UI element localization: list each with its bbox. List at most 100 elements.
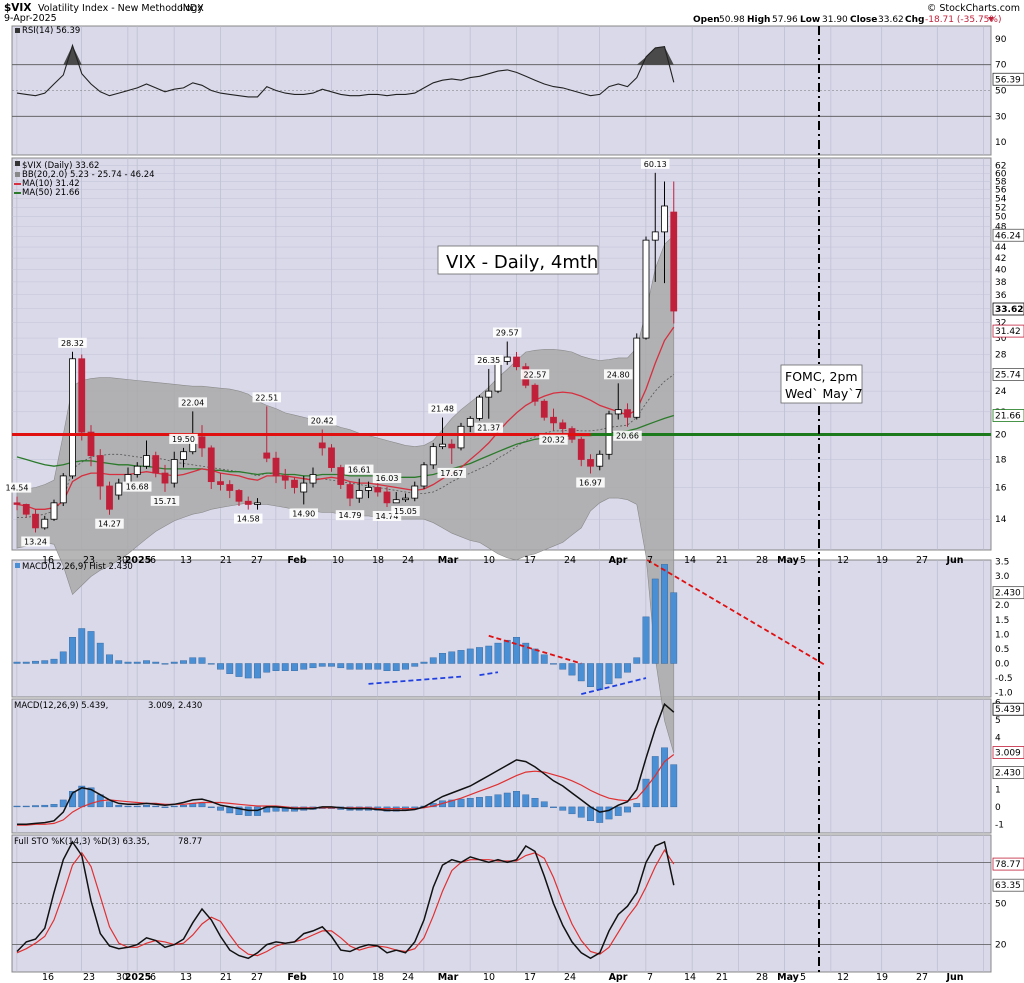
hist-bar: [374, 663, 382, 670]
fomc-box: [780, 364, 863, 404]
price-tick: 18: [995, 455, 1007, 465]
hist-tick: 3.5: [995, 557, 1009, 567]
hist-bar: [651, 578, 659, 664]
price-label-bg: [474, 422, 503, 433]
hist-bar: [448, 651, 456, 664]
macd-line: [17, 702, 675, 826]
hist-bar: [22, 661, 30, 664]
x-axis-label: 7: [647, 972, 653, 983]
price-callout-text: 46.24: [995, 231, 1021, 241]
hist-bar: [207, 663, 215, 665]
hist-bar: [152, 661, 160, 664]
hist-indicator-icon: [15, 563, 20, 568]
macd-hist-bar: [207, 806, 215, 808]
hist-bar: [596, 663, 604, 690]
macd-callout-box: [992, 702, 1024, 716]
price-tick: 32: [995, 319, 1006, 329]
hist-bar: [189, 657, 197, 664]
candle-body: [624, 409, 631, 418]
sto-d-line: [16, 848, 675, 957]
x-axis-label: 2025: [125, 972, 151, 983]
candle-body: [494, 360, 502, 392]
price-tick: 62: [995, 162, 1006, 172]
price-label: 29.57: [493, 327, 522, 338]
x-axis-label: 21: [716, 972, 728, 983]
price-label-bg: [539, 434, 568, 445]
hist-bar: [540, 654, 548, 664]
hist-bar: [587, 663, 594, 687]
macd-hist-bar: [198, 803, 206, 808]
candle-body: [152, 455, 160, 474]
hist-tick: 3.0: [995, 572, 1010, 582]
hist-bar: [106, 654, 113, 664]
macd-hist-bar: [550, 806, 557, 808]
macd-hist-value: 2.430: [178, 701, 202, 711]
price-label: 16.03: [372, 473, 402, 484]
x-axis-label: 14: [684, 972, 696, 983]
hist-bar: [355, 663, 363, 670]
candle-body: [485, 390, 493, 398]
hist-bar: [96, 642, 104, 664]
price-label-bg: [169, 433, 198, 444]
price-label-bg: [178, 397, 207, 408]
price-label-text: 15.71: [154, 497, 177, 506]
price-label-bg: [21, 536, 50, 547]
macd-hist-bar: [614, 806, 622, 816]
price-tick: 58: [995, 177, 1007, 187]
price-label: 22.51: [252, 392, 281, 403]
price-tick: 48: [995, 222, 1007, 232]
hist-bar: [624, 663, 631, 673]
candle-body: [476, 396, 483, 419]
price-label-text: 14.54: [6, 484, 29, 493]
macd-tick: 5: [995, 716, 1001, 726]
x-axis-label: 5: [800, 555, 806, 566]
hist-bar: [281, 663, 289, 671]
x-axis-label: 13: [180, 972, 192, 983]
macd-hist-bar: [133, 805, 141, 808]
hist-bar: [605, 663, 613, 685]
x-axis-label: Jun: [945, 555, 963, 566]
macd-signal-value: 3.009: [148, 701, 172, 711]
hist-bar: [217, 663, 224, 670]
x-axis-label: 14: [684, 555, 696, 566]
hist-tick: 1.5: [995, 616, 1009, 626]
x-axis-label: 21: [220, 972, 232, 983]
macd-callout-text: 3.009: [995, 749, 1021, 759]
price-label-text: 29.57: [496, 329, 519, 338]
candle-body: [365, 487, 372, 491]
price-label-bg: [2, 482, 32, 493]
x-axis-label: 21: [716, 555, 728, 566]
price-label-text: 26.35: [477, 356, 500, 365]
annotation-box: [437, 245, 599, 275]
x-axis-label: 12: [837, 555, 849, 566]
hist-bar: [180, 660, 187, 664]
x-axis-label: 7: [647, 555, 653, 566]
candle-body: [374, 487, 382, 493]
price-label-bg: [95, 518, 124, 529]
price-label: 28.32: [58, 337, 87, 348]
sto-d-value: 78.77: [178, 837, 202, 847]
hist-bar: [198, 657, 206, 664]
price-label-bg: [391, 506, 420, 517]
x-axis-label: 18: [372, 972, 384, 983]
candle-body: [161, 472, 169, 484]
macd-hist-bar: [485, 796, 493, 808]
x-axis-label: 19: [876, 555, 888, 566]
candle-body: [13, 502, 21, 505]
bb-midline: [17, 374, 675, 518]
ma10-legend: MA(10) 31.42: [22, 179, 80, 189]
candle-body: [244, 500, 252, 505]
panel-hist: [11, 559, 992, 698]
macd-title: MACD(12,26,9) 5.439,: [14, 701, 108, 711]
candle-body: [143, 455, 150, 467]
rsi-callout-box: [992, 72, 1024, 86]
price-label-text: 22.04: [181, 398, 204, 407]
hist-bar: [633, 657, 641, 664]
price-label-text: 20.66: [616, 432, 639, 441]
open-value: 50.98: [719, 15, 745, 25]
price-indicator-icon: [15, 161, 20, 166]
macd-hist-bar: [41, 804, 49, 808]
price-tick: 36: [995, 291, 1007, 301]
macd-hist-bar: [476, 797, 483, 808]
rsi-callout-text: 56.39: [995, 75, 1021, 85]
